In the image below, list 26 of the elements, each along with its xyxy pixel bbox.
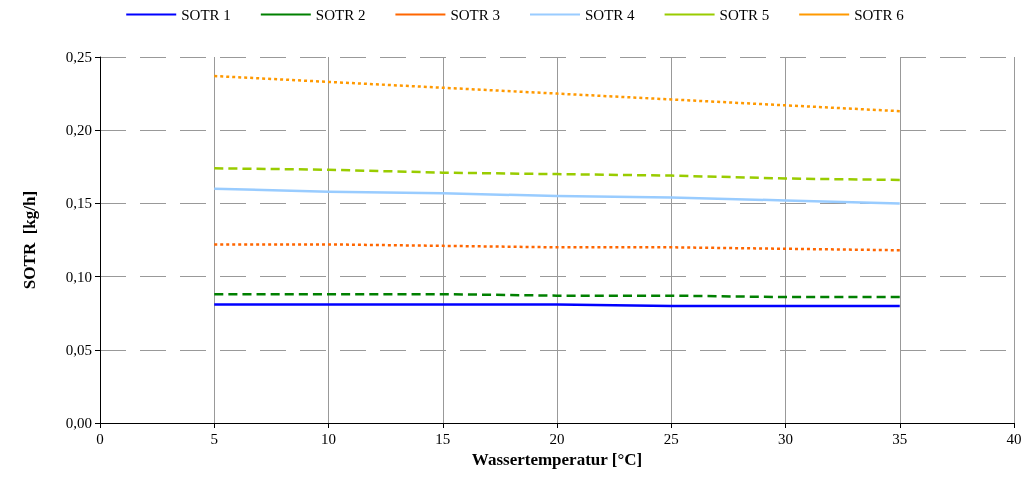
y-tick-label: 0,15: [65, 195, 92, 212]
y-tick-label: 0,00: [65, 415, 92, 431]
legend-label: SOTR 5: [719, 6, 770, 23]
legend-label: SOTR 2: [315, 6, 366, 23]
legend-label: SOTR 3: [450, 6, 500, 23]
x-tick-label: 15: [435, 430, 451, 447]
x-tick-label: 25: [663, 430, 679, 447]
y-tick-label: 0,25: [65, 49, 92, 65]
y-tick-label: 0,20: [65, 122, 92, 139]
line-series: [213, 167, 901, 182]
x-tick-label: 20: [549, 430, 565, 447]
x-tick-label: 35: [892, 430, 908, 447]
legend-label: SOTR 6: [854, 6, 905, 23]
line-series: [213, 74, 901, 113]
x-axis-title: Wassertemperatur [°C]: [471, 450, 643, 469]
x-tick-label: 0: [96, 430, 104, 447]
x-tick-label: 30: [778, 430, 793, 447]
line-series: [213, 187, 901, 205]
x-tick-label: 5: [210, 430, 218, 447]
legend-label: SOTR 4: [585, 6, 636, 23]
y-tick-label: 0,05: [65, 341, 92, 358]
x-tick-label: 40: [1006, 430, 1022, 447]
x-tick-label: 10: [321, 430, 336, 447]
y-axis-title: SOTR [kg/h]: [20, 190, 39, 290]
legend-label: SOTR 1: [181, 6, 231, 23]
y-tick-label: 0,10: [65, 268, 92, 285]
